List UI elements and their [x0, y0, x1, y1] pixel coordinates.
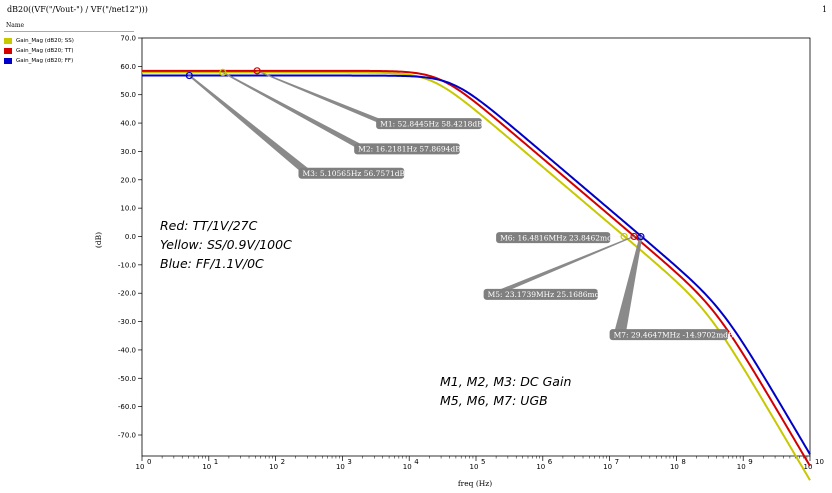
- corner-note-line: Yellow: SS/0.9V/100C: [160, 237, 292, 252]
- x-axis-title: freq (Hz): [458, 479, 492, 488]
- legend-swatch-ss: [4, 38, 12, 44]
- m2-label-box: [354, 143, 460, 155]
- x-tick-exponent: 8: [681, 458, 685, 466]
- y-tick-label: 40.0: [120, 120, 136, 128]
- m5-label-box: [483, 288, 598, 300]
- y-tick-label: -60.0: [118, 403, 136, 411]
- x-tick-label: 10: [603, 463, 612, 471]
- x-tick-exponent: 10: [815, 458, 824, 466]
- legend-swatch-ff: [4, 58, 12, 64]
- y-tick-label: -30.0: [118, 318, 136, 326]
- m2-pointer: [221, 72, 371, 149]
- x-tick-label: 10: [804, 463, 813, 471]
- y-tick-label: 10.0: [120, 205, 136, 213]
- m3-label: M3: 5.10565Hz 56.7571dB: [302, 169, 405, 178]
- m7-pointer: [613, 236, 643, 335]
- x-tick-label: 10: [737, 463, 746, 471]
- x-tick-exponent: 5: [481, 458, 485, 466]
- y-tick-label: -70.0: [118, 432, 136, 440]
- y-tick-label: -40.0: [118, 346, 136, 354]
- x-tick-label: 10: [536, 463, 545, 471]
- plot-notes: Red: TT/1V/27C Yellow: SS/0.9V/100C Blue: …: [160, 218, 571, 408]
- m1-label-box: [376, 118, 482, 130]
- y-tick-label: -50.0: [118, 375, 136, 383]
- m5-pointer: [487, 236, 636, 295]
- m1-pointer: [255, 70, 393, 124]
- m2-label: M2: 16.2181Hz 57.8694dB: [358, 145, 461, 154]
- m7-point: [637, 232, 645, 241]
- x-tick-exponent: 3: [347, 458, 351, 466]
- legend-swatch-tt: [4, 48, 12, 54]
- x-tick-label: 10: [670, 463, 679, 471]
- m3-label-box: [298, 167, 405, 179]
- x-tick-label: 10: [470, 463, 479, 471]
- marker-note-line: M5, M6, M7: UGB: [440, 393, 548, 408]
- m6-label-box: [496, 232, 611, 244]
- page-number: 1: [822, 5, 828, 14]
- m1-point: [253, 67, 261, 75]
- m3-point: [185, 71, 193, 80]
- y-tick-label: 0.0: [125, 233, 136, 241]
- y-tick-label: 50.0: [120, 91, 136, 99]
- curve-ss: [142, 71, 811, 481]
- plot-curves: [142, 69, 811, 481]
- x-tick-exponent: 9: [748, 458, 752, 466]
- m2-point: [219, 68, 227, 76]
- m7-label: M7: 29.4647MHz -14.9702mdB: [614, 330, 734, 339]
- legend-divider: [4, 31, 134, 32]
- x-tick-label: 10: [336, 463, 345, 471]
- plot-frame: [141, 37, 811, 457]
- x-tick-exponent: 6: [548, 458, 553, 466]
- m5-point: [630, 232, 638, 241]
- m5-label: M5: 23.1739MHz 25.1686mdB: [488, 290, 606, 299]
- m1-label: M1: 52.8445Hz 58.4218dB: [380, 119, 483, 128]
- legend-header: Name: [6, 22, 25, 29]
- legend-item-ff[interactable]: Gain_Mag (dB20; FF): [4, 56, 134, 66]
- x-tick-exponent: 0: [147, 458, 151, 466]
- x-tick-label: 10: [136, 463, 145, 471]
- marker-note-line: M1, M2, M3: DC Gain: [440, 374, 571, 389]
- x-tick-exponent: 7: [615, 458, 619, 466]
- legend-label-ss: Gain_Mag (dB20; SS): [16, 38, 74, 44]
- x-tick-label: 10: [269, 463, 278, 471]
- plot-markers: M1: 52.8445Hz 58.4218dB M2: 16.2181Hz 57.…: [185, 67, 734, 341]
- y-axis-title: (dB): [94, 232, 103, 248]
- legend-label-ff: Gain_Mag (dB20; FF): [16, 58, 74, 64]
- window-title: dB20((VF("/Vout-") / VF("/net12"))): [7, 5, 148, 14]
- plot-axes: 70.0 60.0 50.0 40.0 30.0 20.0 10.0 0.0 -10.0 -20.…: [118, 35, 824, 472]
- y-tick-label: 30.0: [120, 148, 136, 156]
- legend-label-tt: Gain_Mag (dB20; TT): [16, 48, 74, 54]
- x-tick-label: 10: [202, 463, 211, 471]
- legend-item-tt[interactable]: Gain_Mag (dB20; TT): [4, 46, 134, 56]
- m6-label: M6: 16.4816MHz 23.8462mdB: [500, 233, 618, 242]
- x-tick-exponent: 1: [214, 458, 218, 466]
- x-tick-exponent: 4: [414, 458, 419, 466]
- x-tick-label: 10: [403, 463, 412, 471]
- corner-note-line: Blue: FF/1.1V/0C: [160, 256, 264, 271]
- curve-ff: [142, 74, 811, 455]
- curve-tt: [142, 69, 811, 467]
- m7-label-box: [609, 329, 729, 341]
- y-tick-label: 20.0: [120, 176, 136, 184]
- y-tick-label: -10.0: [118, 261, 136, 269]
- legend-panel: Name Gain_Mag (dB20; SS) Gain_Mag (dB20;…: [4, 22, 134, 66]
- x-tick-exponent: 2: [281, 458, 285, 466]
- m3-pointer: [187, 75, 315, 174]
- legend-item-ss[interactable]: Gain_Mag (dB20; SS): [4, 36, 134, 46]
- y-tick-label: 70.0: [120, 35, 136, 43]
- corner-note-line: Red: TT/1V/27C: [160, 218, 258, 233]
- m6-point: [620, 232, 628, 241]
- y-tick-label: 60.0: [120, 63, 136, 71]
- y-tick-label: -20.0: [118, 290, 136, 298]
